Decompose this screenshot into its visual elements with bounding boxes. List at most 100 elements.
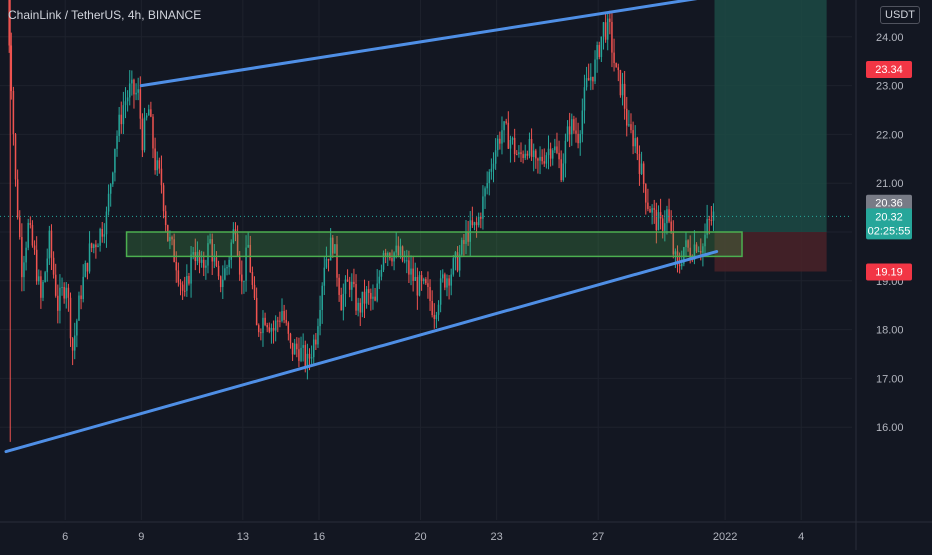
candle-body: [450, 274, 452, 286]
candle-body: [530, 139, 533, 157]
candle-body: [697, 250, 700, 252]
candle-body: [353, 281, 355, 285]
candle-body: [304, 345, 307, 367]
candle-body: [592, 76, 594, 82]
candle-body: [298, 349, 300, 361]
candle-body: [209, 239, 211, 244]
candle-body: [401, 246, 404, 261]
candle-body: [71, 338, 74, 351]
candle-body: [621, 83, 624, 96]
upper-price-badge: [866, 61, 912, 79]
candle-body: [128, 83, 131, 98]
candle-body: [107, 193, 110, 212]
candle-body: [651, 208, 653, 213]
candle-body: [708, 219, 710, 221]
candle-body: [120, 114, 123, 125]
previous-close-badge: [866, 194, 912, 212]
candle-body: [524, 153, 526, 158]
candle-body: [105, 211, 108, 235]
candle-body: [351, 281, 353, 290]
channel-upper-line: [139, 0, 698, 88]
candle-body: [439, 278, 442, 305]
candle-body: [408, 260, 410, 275]
candle-body: [370, 292, 372, 299]
candle-body: [95, 244, 97, 248]
candle-body: [279, 320, 281, 322]
candle-body: [374, 296, 376, 301]
candle-body: [547, 148, 550, 156]
candle-body: [613, 52, 615, 63]
candle-body: [556, 146, 558, 153]
candle-body: [116, 135, 118, 149]
candle-body: [596, 45, 598, 60]
candle-body: [664, 223, 666, 231]
candle-body: [429, 287, 431, 302]
candle-body: [226, 267, 228, 269]
candle-body: [632, 130, 634, 147]
trend-lines[interactable]: [0, 0, 852, 454]
currency-badge[interactable]: USDT: [880, 6, 920, 24]
candle-body: [42, 281, 44, 298]
candle-body: [454, 252, 457, 259]
candle-body: [355, 284, 357, 311]
candle-body: [412, 268, 414, 281]
candle-body: [543, 161, 546, 164]
candle-body: [103, 234, 106, 237]
candle-body: [551, 150, 554, 159]
candle-body: [359, 302, 362, 313]
candle-body: [99, 228, 101, 246]
candle-body: [344, 279, 347, 294]
candle-body: [186, 276, 188, 291]
candle-body: [609, 18, 611, 22]
candle-body: [33, 245, 36, 250]
candle-body: [581, 110, 584, 134]
candle-body: [653, 208, 656, 210]
candle-body: [492, 163, 495, 169]
candle-body: [124, 101, 127, 106]
candle-body: [177, 270, 180, 283]
candle-body: [241, 274, 243, 282]
candle-body: [18, 217, 21, 238]
candle-body: [277, 320, 279, 322]
candle-body: [319, 309, 321, 327]
candle-body: [444, 274, 446, 288]
candle-body: [661, 218, 664, 231]
candle-body: [80, 295, 82, 299]
candle-body: [678, 264, 681, 267]
candle-body: [695, 244, 698, 252]
candle-body: [46, 258, 48, 273]
candle-body: [427, 283, 429, 288]
candle-body: [606, 18, 609, 40]
candle-body: [38, 276, 40, 282]
candle-body: [154, 148, 156, 171]
candle-body: [416, 277, 419, 296]
support-zone: [125, 231, 743, 258]
candle-body: [122, 105, 125, 125]
candle-body: [558, 152, 560, 160]
candle-body: [604, 22, 607, 40]
candle-body: [441, 274, 444, 279]
y-tick-label: 22.00: [876, 129, 904, 141]
candle-body: [499, 138, 501, 144]
candle-body: [249, 244, 252, 273]
candle-body: [207, 243, 209, 266]
candle-body: [82, 276, 84, 299]
candle-body: [560, 159, 562, 181]
candle-body: [317, 326, 319, 345]
candle-body: [406, 260, 408, 262]
candle-body: [101, 228, 103, 237]
candle-body: [289, 333, 292, 343]
candle-body: [683, 247, 685, 264]
candle-body: [152, 116, 154, 149]
candle-body: [27, 222, 29, 248]
symbol-title: ChainLink / TetherUS, 4h, BINANCE: [8, 8, 202, 22]
candle-body: [25, 247, 27, 263]
candle-body: [647, 202, 649, 209]
candle-body: [342, 293, 345, 311]
candle-body: [509, 140, 512, 149]
candle-body: [35, 249, 38, 282]
candle-body: [490, 168, 493, 172]
